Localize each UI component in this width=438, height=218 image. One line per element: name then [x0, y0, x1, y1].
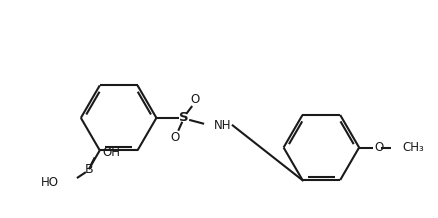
Text: CH₃: CH₃: [403, 141, 424, 154]
Text: OH: OH: [103, 146, 121, 159]
Text: HO: HO: [41, 175, 59, 189]
Text: O: O: [191, 93, 200, 106]
Text: O: O: [374, 141, 384, 154]
Text: S: S: [180, 111, 189, 124]
Text: B: B: [85, 163, 93, 176]
Text: O: O: [171, 131, 180, 144]
Text: NH: NH: [214, 119, 232, 132]
